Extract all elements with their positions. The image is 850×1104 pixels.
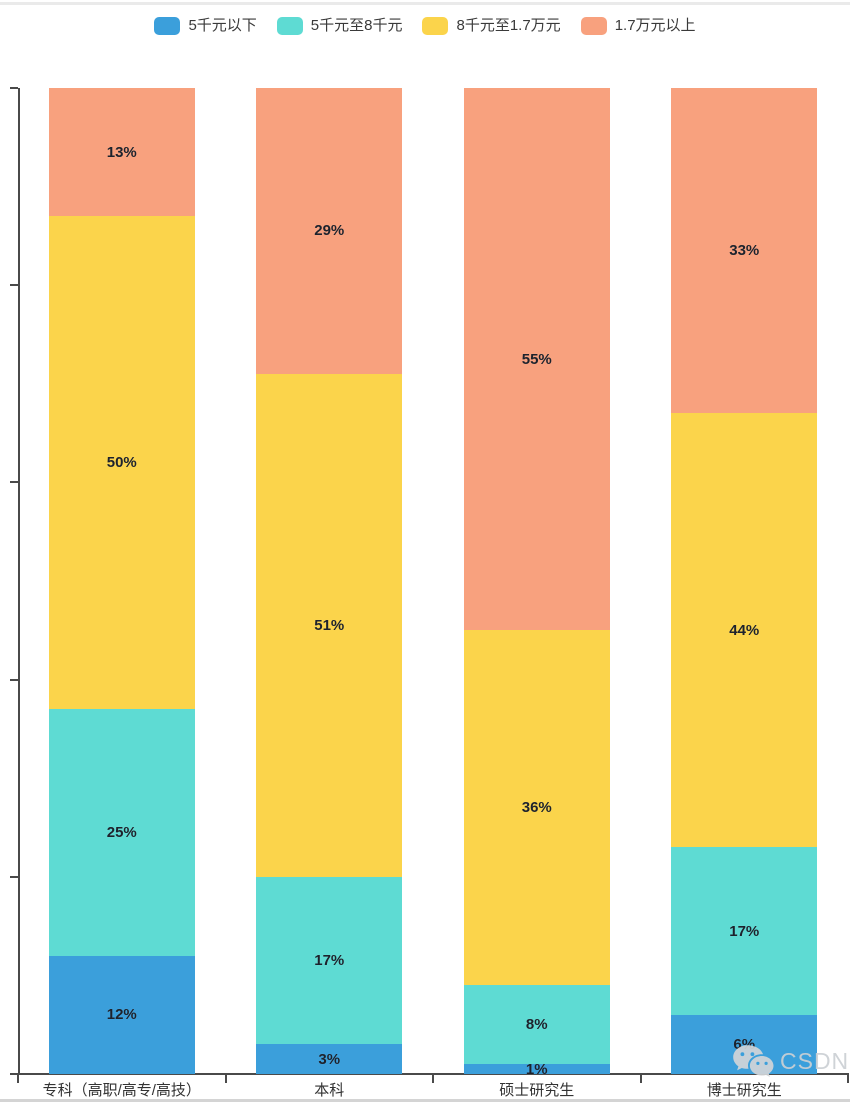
bar-segment-value-label: 44% (729, 621, 760, 639)
y-axis-line (18, 88, 20, 1075)
bar-group-0: 12% 25% 50% 13% (48, 0, 195, 1104)
x-axis-tick (224, 1075, 227, 1083)
legend-label: 5千元以下 (188, 17, 257, 34)
legend-swatch-icon (276, 17, 303, 35)
y-axis-tick (10, 87, 18, 89)
x-axis-category-label: 博士研究生 (706, 1082, 782, 1099)
bar-segment-value-label: 1% (525, 1060, 548, 1078)
x-axis-category-label: 本科 (314, 1082, 345, 1099)
bar-segment-value-label: 51% (314, 616, 345, 634)
bar-segment[interactable]: 44% (671, 413, 818, 848)
bar-segment[interactable]: 17% (256, 876, 403, 1045)
x-axis-tick (639, 1075, 642, 1083)
bar-segment[interactable]: 25% (48, 709, 195, 956)
bar-segment-value-label: 6% (733, 1035, 756, 1053)
bottom-divider (0, 1099, 850, 1102)
bar-segment-value-label: 3% (318, 1050, 341, 1068)
bar-segment-value-label: 17% (314, 952, 345, 970)
y-axis-tick (10, 1073, 18, 1075)
x-axis-tick (17, 1075, 19, 1083)
bar-segment-value-label: 17% (729, 922, 760, 940)
legend-label: 1.7万元以上 (614, 17, 696, 34)
legend-item-1[interactable]: 5千元至8千元 (276, 17, 403, 35)
top-divider (0, 2, 850, 5)
bar-segment-value-label: 13% (106, 143, 137, 161)
legend-label: 8千元至1.7万元 (456, 17, 561, 34)
bar-group-2: 1% 8% 36% 55% (463, 0, 610, 1104)
y-axis-tick (10, 875, 18, 878)
bar-segment[interactable]: 6% (671, 1014, 818, 1074)
y-axis-tick (10, 481, 18, 484)
bar-segment[interactable]: 50% (48, 216, 195, 710)
legend-swatch-icon (580, 17, 607, 35)
bar-segment-value-label: 50% (106, 454, 137, 472)
legend-item-3[interactable]: 1.7万元以上 (580, 17, 696, 35)
bar-segment[interactable]: 36% (463, 630, 610, 986)
bar-segment[interactable]: 3% (256, 1044, 403, 1074)
bar-segment-value-label: 12% (106, 1006, 137, 1024)
x-axis-category-label: 硕士研究生 (499, 1082, 575, 1099)
x-axis-tick (432, 1075, 434, 1083)
bar-group-1: 3% 17% 51% 29% (256, 0, 403, 1104)
y-axis-tick (10, 284, 18, 287)
legend-item-0[interactable]: 5千元以下 (154, 17, 257, 35)
bar-segment[interactable]: 51% (256, 373, 403, 877)
bar-segment-value-label: 55% (521, 350, 552, 368)
legend-swatch-icon (154, 17, 181, 35)
bar-segment[interactable]: 55% (463, 88, 610, 631)
bar-segment[interactable]: 17% (671, 847, 818, 1015)
bar-segment[interactable]: 1% (463, 1061, 610, 1078)
bar-segment-value-label: 33% (729, 242, 760, 260)
legend-label: 5千元至8千元 (310, 17, 403, 34)
y-axis-tick (10, 678, 18, 681)
bar-segment[interactable]: 29% (256, 88, 403, 374)
bar-segment[interactable]: 33% (671, 88, 818, 414)
x-axis-category-label: 专科（高职/高专/高技） (42, 1082, 201, 1099)
bar-segment[interactable]: 12% (48, 955, 195, 1074)
bar-group-3: 6% 17% 44% 33% (671, 0, 818, 1104)
legend-swatch-icon (422, 17, 449, 35)
x-axis-tick (847, 1075, 849, 1083)
bar-segment-value-label: 25% (106, 823, 137, 841)
x-axis-line (18, 1073, 849, 1075)
legend-item-2[interactable]: 8千元至1.7万元 (422, 17, 561, 35)
bar-segment[interactable]: 13% (48, 88, 195, 217)
bar-segment-value-label: 8% (525, 1016, 548, 1034)
bar-segment-value-label: 29% (314, 222, 345, 240)
bar-segment[interactable]: 8% (463, 985, 610, 1065)
chart-legend: 5千元以下 5千元至8千元 8千元至1.7万元 1.7万元以上 (0, 17, 850, 35)
bar-segment-value-label: 36% (521, 799, 552, 817)
